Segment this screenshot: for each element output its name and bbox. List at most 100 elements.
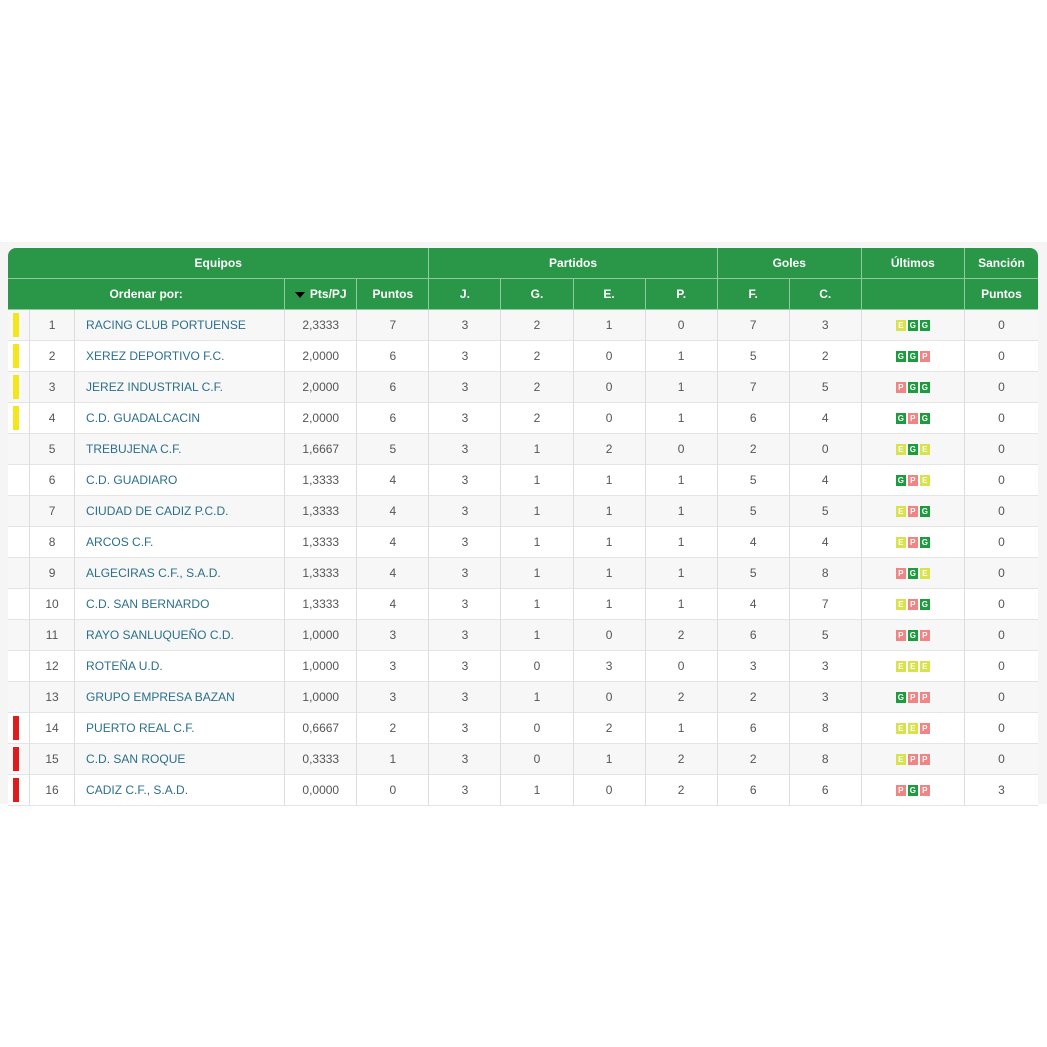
team-link[interactable]: TREBUJENA C.F.: [75, 434, 286, 465]
sanction-points-cell: 0: [964, 496, 1038, 527]
position-cell: 3: [30, 372, 76, 403]
team-link[interactable]: RAYO SANLUQUEÑO C.D.: [75, 620, 286, 651]
team-link[interactable]: CADIZ C.F., S.A.D.: [75, 775, 286, 806]
goals-for-cell: 2: [717, 434, 790, 465]
played-cell: 3: [429, 434, 502, 465]
pts-pj-cell: 1,3333: [285, 496, 358, 527]
result-badge: P: [895, 785, 906, 797]
sort-j-button[interactable]: J.: [429, 279, 502, 310]
points-cell: 1: [357, 744, 430, 775]
status-cell: [8, 403, 31, 434]
result-badge: G: [919, 537, 930, 549]
played-cell: 3: [429, 310, 502, 341]
played-cell: 3: [429, 682, 502, 713]
result-badge: P: [895, 382, 906, 394]
team-link[interactable]: C.D. SAN ROQUE: [75, 744, 286, 775]
sort-c-button[interactable]: C.: [789, 279, 862, 310]
lost-cell: 1: [645, 465, 718, 496]
standings-table: Equipos Partidos Goles Últimos Sanción O…: [8, 248, 1038, 806]
status-cell: [8, 310, 31, 341]
result-badge: G: [919, 413, 930, 425]
goals-against-cell: 3: [789, 310, 862, 341]
points-cell: 4: [357, 558, 430, 589]
drawn-cell: 0: [573, 682, 646, 713]
header-ultimos: Últimos: [861, 248, 965, 279]
result-badge: P: [895, 568, 906, 580]
goals-against-cell: 7: [789, 589, 862, 620]
status-cell: [8, 744, 31, 775]
position-cell: 8: [30, 527, 76, 558]
points-cell: 4: [357, 527, 430, 558]
result-badge: E: [895, 754, 906, 766]
goals-against-cell: 2: [789, 341, 862, 372]
relegation-marker: [13, 747, 19, 771]
sort-sancion-puntos-button[interactable]: Puntos: [964, 279, 1038, 310]
team-link[interactable]: C.D. SAN BERNARDO: [75, 589, 286, 620]
table-row: 10 C.D. SAN BERNARDO 1,3333 4 3 1 1 1 4 7 E P G 0: [8, 589, 1038, 620]
team-link[interactable]: XEREZ DEPORTIVO F.C.: [75, 341, 286, 372]
played-cell: 3: [429, 372, 502, 403]
goals-for-cell: 7: [717, 372, 790, 403]
drawn-cell: 2: [573, 713, 646, 744]
goals-against-cell: 3: [789, 682, 862, 713]
position-cell: 2: [30, 341, 76, 372]
goals-against-cell: 8: [789, 558, 862, 589]
position-cell: 4: [30, 403, 76, 434]
status-cell: [8, 434, 31, 465]
result-badge: P: [907, 599, 918, 611]
points-cell: 2: [357, 713, 430, 744]
sort-g-button[interactable]: G.: [501, 279, 574, 310]
goals-for-cell: 4: [717, 527, 790, 558]
sort-puntos-button[interactable]: Puntos: [357, 279, 430, 310]
team-link[interactable]: GRUPO EMPRESA BAZAN: [75, 682, 286, 713]
sort-pts-pj-button[interactable]: Pts/PJ: [285, 279, 358, 310]
table-row: 7 CIUDAD DE CADIZ P.C.D. 1,3333 4 3 1 1 1 5 5 E P G 0: [8, 496, 1038, 527]
goals-against-cell: 8: [789, 713, 862, 744]
goals-for-cell: 6: [717, 713, 790, 744]
sort-f-button[interactable]: F.: [717, 279, 790, 310]
team-link[interactable]: C.D. GUADIARO: [75, 465, 286, 496]
goals-against-cell: 8: [789, 744, 862, 775]
table-row: 14 PUERTO REAL C.F. 0,6667 2 3 0 2 1 6 8 E E P 0: [8, 713, 1038, 744]
goals-against-cell: 0: [789, 434, 862, 465]
team-link[interactable]: C.D. GUADALCACIN: [75, 403, 286, 434]
position-cell: 16: [30, 775, 76, 806]
goals-against-cell: 5: [789, 372, 862, 403]
header-sancion: Sanción: [964, 248, 1038, 279]
team-link[interactable]: CIUDAD DE CADIZ P.C.D.: [75, 496, 286, 527]
points-cell: 3: [357, 651, 430, 682]
result-badge: E: [919, 444, 930, 456]
drawn-cell: 1: [573, 558, 646, 589]
won-cell: 2: [501, 372, 574, 403]
table-row: 15 C.D. SAN ROQUE 0,3333 1 3 0 1 2 2 8 E P P 0: [8, 744, 1038, 775]
goals-for-cell: 6: [717, 775, 790, 806]
status-cell: [8, 372, 31, 403]
team-link[interactable]: ROTEÑA U.D.: [75, 651, 286, 682]
standings-body: 1 RACING CLUB PORTUENSE 2,3333 7 3 2 1 0 7 3 E G G 0 2…: [8, 310, 1038, 806]
goals-for-cell: 4: [717, 589, 790, 620]
sanction-points-cell: 0: [964, 744, 1038, 775]
team-link[interactable]: PUERTO REAL C.F.: [75, 713, 286, 744]
won-cell: 1: [501, 775, 574, 806]
team-link[interactable]: JEREZ INDUSTRIAL C.F.: [75, 372, 286, 403]
team-link[interactable]: ALGECIRAS C.F., S.A.D.: [75, 558, 286, 589]
played-cell: 3: [429, 620, 502, 651]
played-cell: 3: [429, 589, 502, 620]
points-cell: 4: [357, 589, 430, 620]
played-cell: 3: [429, 713, 502, 744]
team-link[interactable]: RACING CLUB PORTUENSE: [75, 310, 286, 341]
sort-p-button[interactable]: P.: [645, 279, 718, 310]
sort-e-button[interactable]: E.: [573, 279, 646, 310]
promotion-marker: [13, 344, 19, 368]
position-cell: 6: [30, 465, 76, 496]
team-link[interactable]: ARCOS C.F.: [75, 527, 286, 558]
result-badge: G: [907, 568, 918, 580]
result-badge: P: [907, 692, 918, 704]
